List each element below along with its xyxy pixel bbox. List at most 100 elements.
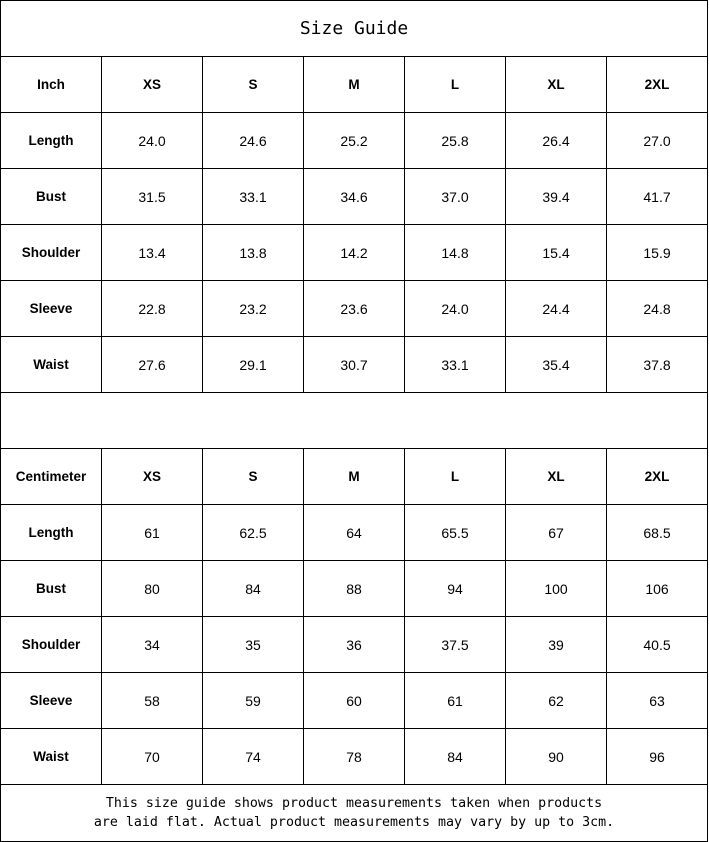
- measurement-value: 88: [303, 560, 405, 617]
- size-header: S: [202, 56, 304, 113]
- measurement-label: Waist: [0, 336, 102, 393]
- measurement-value: 24.8: [606, 280, 708, 337]
- table-row: Shoulder 34 35 36 37.5 39 40.5: [0, 616, 708, 673]
- measurement-value: 14.8: [404, 224, 506, 281]
- measurement-value: 23.2: [202, 280, 304, 337]
- table-row: Waist 27.6 29.1 30.7 33.1 35.4 37.8: [0, 336, 708, 393]
- measurement-value: 60: [303, 672, 405, 729]
- measurement-value: 27.6: [101, 336, 203, 393]
- measurement-label: Shoulder: [0, 616, 102, 673]
- measurement-value: 34.6: [303, 168, 405, 225]
- measurement-value: 24.4: [505, 280, 607, 337]
- measurement-value: 35: [202, 616, 304, 673]
- measurement-value: 78: [303, 728, 405, 785]
- measurement-value: 23.6: [303, 280, 405, 337]
- measurement-value: 68.5: [606, 504, 708, 561]
- measurement-value: 37.8: [606, 336, 708, 393]
- table-row: Length 61 62.5 64 65.5 67 68.5: [0, 504, 708, 561]
- cm-header-row: Centimeter XS S M L XL 2XL: [0, 448, 708, 505]
- size-header: L: [404, 448, 506, 505]
- measurement-value: 59: [202, 672, 304, 729]
- table-row: Waist 70 74 78 84 90 96: [0, 728, 708, 785]
- size-header: 2XL: [606, 56, 708, 113]
- measurement-value: 33.1: [202, 168, 304, 225]
- note-line-1: This size guide shows product measuremen…: [105, 796, 603, 811]
- measurement-value: 24.0: [404, 280, 506, 337]
- size-header: M: [303, 56, 405, 113]
- inch-header-row: Inch XS S M L XL 2XL: [0, 56, 708, 113]
- measurement-value: 37.5: [404, 616, 506, 673]
- measurement-label: Bust: [0, 560, 102, 617]
- measurement-label: Sleeve: [0, 672, 102, 729]
- unit-label: Inch: [0, 56, 102, 113]
- measurement-value: 80: [101, 560, 203, 617]
- measurement-value: 15.4: [505, 224, 607, 281]
- measurement-value: 90: [505, 728, 607, 785]
- measurement-value: 27.0: [606, 112, 708, 169]
- measurement-value: 39: [505, 616, 607, 673]
- table-row: Bust 31.5 33.1 34.6 37.0 39.4 41.7: [0, 168, 708, 225]
- measurement-value: 36: [303, 616, 405, 673]
- size-header: XL: [505, 56, 607, 113]
- size-header: XL: [505, 448, 607, 505]
- measurement-label: Waist: [0, 728, 102, 785]
- measurement-value: 26.4: [505, 112, 607, 169]
- measurement-value: 13.4: [101, 224, 203, 281]
- measurement-value: 58: [101, 672, 203, 729]
- size-header: 2XL: [606, 448, 708, 505]
- size-header: XS: [101, 448, 203, 505]
- measurement-value: 29.1: [202, 336, 304, 393]
- measurement-value: 24.6: [202, 112, 304, 169]
- measurement-value: 15.9: [606, 224, 708, 281]
- measurement-value: 61: [101, 504, 203, 561]
- measurement-value: 13.8: [202, 224, 304, 281]
- measurement-value: 39.4: [505, 168, 607, 225]
- size-header: L: [404, 56, 506, 113]
- measurement-label: Length: [0, 504, 102, 561]
- measurement-label: Bust: [0, 168, 102, 225]
- measurement-value: 40.5: [606, 616, 708, 673]
- measurement-note: This size guide shows product measuremen…: [0, 784, 708, 842]
- measurement-value: 31.5: [101, 168, 203, 225]
- note-row: This size guide shows product measuremen…: [0, 784, 708, 842]
- measurement-value: 14.2: [303, 224, 405, 281]
- measurement-value: 37.0: [404, 168, 506, 225]
- measurement-value: 22.8: [101, 280, 203, 337]
- measurement-value: 84: [202, 560, 304, 617]
- table-row: Length 24.0 24.6 25.2 25.8 26.4 27.0: [0, 112, 708, 169]
- table-row: Sleeve 58 59 60 61 62 63: [0, 672, 708, 729]
- measurement-value: 106: [606, 560, 708, 617]
- size-header: S: [202, 448, 304, 505]
- table-row: Bust 80 84 88 94 100 106: [0, 560, 708, 617]
- size-header: M: [303, 448, 405, 505]
- note-line-2: are laid flat. Actual product measuremen…: [93, 815, 615, 830]
- measurement-value: 25.8: [404, 112, 506, 169]
- spacer-row: [0, 392, 708, 449]
- measurement-label: Length: [0, 112, 102, 169]
- table-row: Shoulder 13.4 13.8 14.2 14.8 15.4 15.9: [0, 224, 708, 281]
- measurement-value: 24.0: [101, 112, 203, 169]
- measurement-value: 65.5: [404, 504, 506, 561]
- measurement-value: 30.7: [303, 336, 405, 393]
- measurement-value: 84: [404, 728, 506, 785]
- table-row: Sleeve 22.8 23.2 23.6 24.0 24.4 24.8: [0, 280, 708, 337]
- measurement-value: 33.1: [404, 336, 506, 393]
- measurement-value: 64: [303, 504, 405, 561]
- unit-label: Centimeter: [0, 448, 102, 505]
- measurement-value: 62.5: [202, 504, 304, 561]
- page-title: Size Guide: [0, 0, 708, 57]
- measurement-value: 35.4: [505, 336, 607, 393]
- size-header: XS: [101, 56, 203, 113]
- measurement-label: Shoulder: [0, 224, 102, 281]
- measurement-value: 67: [505, 504, 607, 561]
- measurement-value: 34: [101, 616, 203, 673]
- spacer-cell: [0, 392, 708, 449]
- measurement-value: 94: [404, 560, 506, 617]
- measurement-value: 62: [505, 672, 607, 729]
- measurement-value: 25.2: [303, 112, 405, 169]
- measurement-value: 74: [202, 728, 304, 785]
- measurement-value: 63: [606, 672, 708, 729]
- measurement-value: 41.7: [606, 168, 708, 225]
- measurement-value: 61: [404, 672, 506, 729]
